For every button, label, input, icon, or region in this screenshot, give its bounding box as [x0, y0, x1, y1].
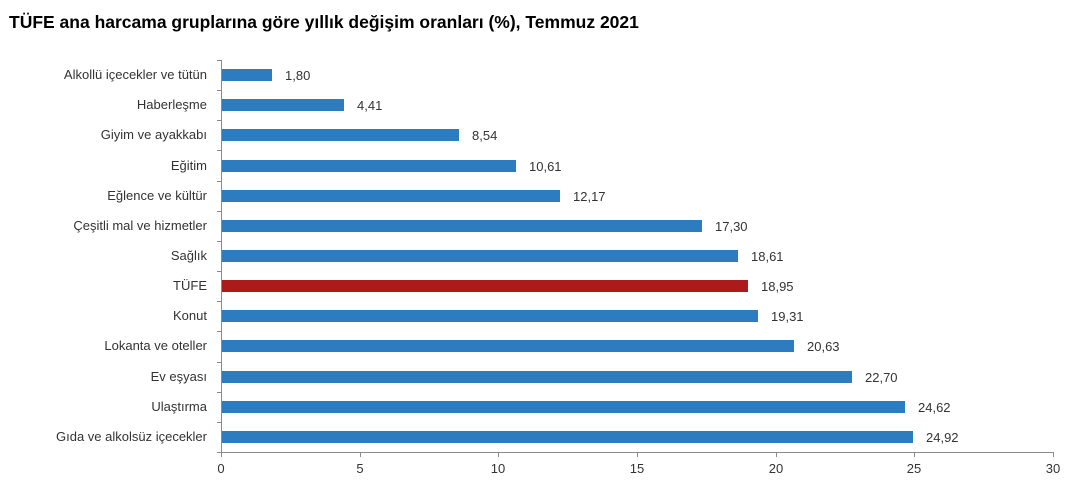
- value-label: 19,31: [771, 309, 804, 324]
- y-axis-tick: [217, 452, 222, 453]
- category-label: Gıda ve alkolsüz içecekler: [55, 429, 207, 444]
- value-label: 10,61: [529, 159, 562, 174]
- y-axis-line: [221, 60, 222, 453]
- bar-highlight: [222, 280, 748, 292]
- y-axis-tick: [217, 241, 222, 242]
- y-axis-tick: [217, 181, 222, 182]
- y-axis-tick: [217, 301, 222, 302]
- y-axis-tick: [217, 271, 222, 272]
- y-axis-tick: [217, 331, 222, 332]
- category-label: Eğitim: [170, 158, 207, 173]
- y-axis-tick: [217, 150, 222, 151]
- bar: [222, 401, 905, 413]
- chart-title: TÜFE ana harcama gruplarına göre yıllık …: [9, 12, 639, 32]
- bar: [222, 160, 517, 172]
- value-label: 24,92: [926, 430, 959, 445]
- y-axis-tick: [217, 362, 222, 363]
- value-label: 4,41: [357, 98, 383, 113]
- x-tick-label: 20: [768, 461, 784, 476]
- y-axis-tick: [217, 422, 222, 423]
- value-label: 1,80: [285, 68, 311, 83]
- y-axis-tick: [217, 120, 222, 121]
- x-axis-tick: [637, 452, 638, 457]
- y-axis-tick: [217, 211, 222, 212]
- x-axis-tick: [914, 452, 915, 457]
- value-label: 20,63: [807, 339, 840, 354]
- x-tick-label: 30: [1045, 461, 1061, 476]
- value-label: 18,95: [761, 279, 794, 294]
- category-label: Çeşitli mal ve hizmetler: [73, 218, 207, 233]
- value-label: 24,62: [918, 400, 951, 415]
- value-label: 22,70: [865, 370, 898, 385]
- y-axis-tick: [217, 392, 222, 393]
- bar: [222, 190, 560, 202]
- category-label: TÜFE: [173, 278, 207, 293]
- x-tick-label: 25: [906, 461, 922, 476]
- value-label: 12,17: [573, 189, 606, 204]
- bar: [222, 220, 702, 232]
- x-tick-label: 0: [217, 461, 225, 476]
- bar: [222, 431, 914, 443]
- x-axis-tick: [360, 452, 361, 457]
- x-tick-label: 10: [490, 461, 506, 476]
- x-axis-tick: [776, 452, 777, 457]
- category-label: Konut: [173, 308, 207, 323]
- bar: [222, 340, 795, 352]
- category-label: Giyim ve ayakkabı: [100, 127, 207, 142]
- bar: [222, 250, 739, 262]
- category-label: Lokanta ve oteller: [104, 338, 207, 353]
- category-label: Ev eşyası: [150, 369, 207, 384]
- bar: [222, 371, 852, 383]
- y-axis-tick: [217, 60, 222, 61]
- value-label: 8,54: [472, 128, 498, 143]
- value-label: 18,61: [751, 249, 784, 264]
- bar: [222, 310, 758, 322]
- category-label: Ulaştırma: [151, 399, 207, 414]
- category-label: Alkollü içecekler ve tütün: [63, 67, 207, 82]
- x-axis-tick: [498, 452, 499, 457]
- category-label: Eğlence ve kültür: [107, 188, 207, 203]
- x-tick-label: 5: [356, 461, 364, 476]
- x-tick-label: 15: [629, 461, 645, 476]
- x-axis-tick: [221, 452, 222, 457]
- category-label: Haberleşme: [136, 97, 207, 112]
- value-label: 17,30: [715, 219, 748, 234]
- x-axis-tick: [1053, 452, 1054, 457]
- bar: [222, 99, 345, 111]
- y-axis-tick: [217, 90, 222, 91]
- category-label: Sağlık: [170, 248, 207, 263]
- bar: [222, 69, 272, 81]
- bar: [222, 129, 459, 141]
